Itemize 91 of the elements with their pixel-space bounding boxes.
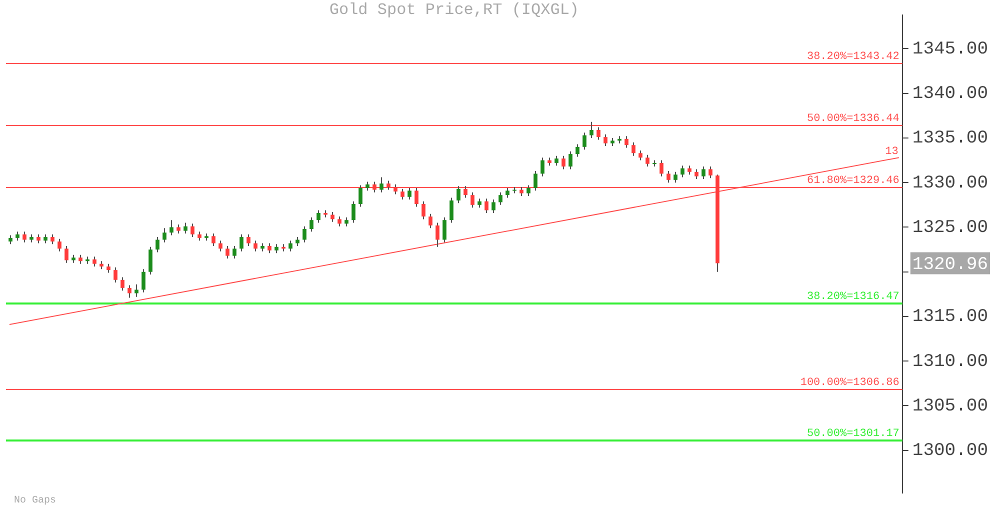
candlestick — [428, 213, 432, 229]
candlestick — [674, 171, 678, 184]
candlestick — [540, 157, 544, 177]
candlestick — [506, 187, 510, 198]
candlestick — [226, 245, 230, 259]
candlestick — [134, 284, 138, 298]
candlestick — [408, 187, 412, 200]
candlestick — [694, 168, 698, 180]
y-tick-label: 1315.00 — [912, 307, 988, 328]
candlestick — [680, 165, 684, 178]
candlestick — [184, 222, 188, 234]
candlestick — [456, 186, 460, 204]
y-tick-label: 1300.00 — [912, 441, 988, 462]
text: 1320.96 — [912, 255, 988, 276]
chart-title: Gold Spot Price,RT (IQXGL) — [329, 1, 580, 20]
candlestick — [582, 132, 586, 150]
candlestick — [330, 212, 334, 222]
candlestick — [666, 170, 670, 184]
candlestick — [302, 226, 306, 243]
candlestick — [310, 216, 314, 232]
candlestick — [142, 268, 146, 293]
ref-line-label: 38.20%=1343.42 — [806, 50, 900, 63]
candlestick — [338, 216, 342, 227]
candlestick — [218, 240, 222, 252]
candlestick — [114, 266, 118, 284]
candlestick — [526, 184, 530, 196]
candlestick — [436, 222, 440, 248]
candlestick — [358, 184, 362, 208]
candlestick — [246, 234, 250, 246]
y-tick-label: 1305.00 — [912, 396, 988, 416]
candlestick — [498, 192, 502, 206]
candlestick — [422, 200, 426, 220]
candlestick — [92, 256, 96, 267]
candlestick — [470, 192, 474, 208]
candlestick — [50, 234, 54, 245]
candlestick — [632, 142, 636, 156]
candlestick — [22, 231, 26, 243]
candlestick — [596, 126, 600, 140]
candlestick — [646, 154, 650, 168]
candlestick — [562, 155, 566, 170]
y-tick-label: 1310.00 — [912, 352, 988, 372]
candlestick — [170, 220, 174, 236]
candlestick — [128, 284, 132, 298]
candlestick — [576, 144, 580, 158]
text: No Gaps — [14, 496, 56, 507]
ref-line-label: 61.80%=1329.46 — [806, 174, 900, 187]
candlestick — [148, 246, 152, 276]
y-tick-label: 1335.00 — [912, 128, 988, 149]
candlestick — [624, 136, 628, 148]
candlestick — [58, 238, 62, 252]
candlestick — [190, 223, 194, 238]
candlestick — [120, 276, 124, 292]
candlestick — [162, 228, 166, 243]
ref-line-label: 38.20%=1316.47 — [806, 290, 900, 303]
candlestick — [268, 242, 272, 254]
candlestick — [240, 234, 244, 252]
y-tick-label: 1325.00 — [912, 218, 988, 238]
candlestick — [604, 134, 608, 147]
candlestick — [484, 198, 488, 214]
candlestick — [554, 155, 558, 166]
candlestick — [708, 166, 712, 179]
y-tick-label: 1330.00 — [912, 173, 988, 194]
annotation: 13 — [885, 146, 898, 158]
candlestick — [702, 166, 706, 180]
candlestick — [380, 176, 384, 193]
candlestick — [568, 150, 572, 170]
y-tick-label: 1345.00 — [912, 39, 988, 60]
ref-line-label: 50.00%=1336.44 — [806, 112, 900, 125]
candlestick — [492, 199, 496, 214]
candlestick — [352, 200, 356, 224]
candlestick — [212, 232, 216, 246]
candlestick — [156, 236, 160, 253]
candlestick — [590, 121, 594, 138]
candlestick — [400, 188, 404, 200]
candlestick — [254, 240, 258, 252]
candlestick — [372, 181, 376, 193]
candlestick — [394, 184, 398, 195]
candlestick — [316, 210, 320, 224]
candlestick — [660, 160, 664, 177]
ref-line-label: 50.00%=1301.17 — [806, 428, 900, 440]
candlestick — [534, 170, 538, 192]
ref-line-label: 100.00%=1306.86 — [800, 376, 900, 389]
candlestick — [288, 240, 292, 252]
candlestick — [442, 216, 446, 243]
candlestick — [232, 245, 236, 259]
candlestick — [64, 245, 68, 264]
y-tick-label: 1340.00 — [912, 84, 988, 104]
candlestick — [450, 197, 454, 224]
candlestick — [638, 150, 642, 161]
candlestick — [414, 187, 418, 208]
candlestick — [464, 186, 468, 198]
